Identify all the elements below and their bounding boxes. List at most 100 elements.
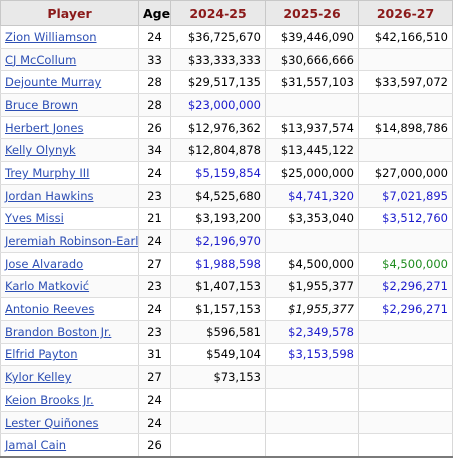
salary-cell — [358, 320, 453, 344]
salary-cell: $4,525,680 — [170, 184, 266, 208]
table-row: Karlo Matković 23 $1,407,153 $1,955,377 $2,2… — [0, 275, 453, 299]
player-link[interactable]: Jordan Hawkins — [5, 188, 94, 203]
salary-cell: $3,353,040 — [265, 207, 359, 231]
salary-cell: $3,193,200 — [170, 207, 266, 231]
age-cell: 28 — [138, 93, 171, 117]
column-header-2026-27[interactable]: 2026-27 — [358, 0, 453, 26]
player-link[interactable]: Elfrid Payton — [5, 347, 78, 362]
salary-cell: $14,898,786 — [358, 116, 453, 140]
age-cell: 26 — [138, 433, 171, 459]
salary-cell: $4,741,320 — [265, 184, 359, 208]
column-header-2025-26[interactable]: 2025-26 — [265, 0, 359, 26]
salary-cell: $73,153 — [170, 365, 266, 389]
salary-cell: $2,296,271 — [358, 297, 453, 321]
player-link[interactable]: CJ McCollum — [5, 52, 77, 67]
salary-cell — [265, 365, 359, 389]
salary-cell — [358, 433, 453, 459]
age-cell: 21 — [138, 207, 171, 231]
salary-cell — [358, 411, 453, 435]
salary-cell — [170, 388, 266, 412]
player-cell: Elfrid Payton — [0, 343, 139, 367]
salary-cell — [358, 343, 453, 367]
player-cell: Brandon Boston Jr. — [0, 320, 139, 344]
salary-cell: $12,976,362 — [170, 116, 266, 140]
player-link[interactable]: Jeremiah Robinson-Earl — [5, 234, 139, 249]
salary-cell: $25,000,000 — [265, 161, 359, 185]
player-cell: Zion Williamson — [0, 25, 139, 49]
salary-cell — [170, 411, 266, 435]
player-link[interactable]: Brandon Boston Jr. — [5, 324, 112, 339]
salary-cell — [265, 433, 359, 459]
salary-cell: $23,000,000 — [170, 93, 266, 117]
player-link[interactable]: Keion Brooks Jr. — [5, 392, 94, 407]
table-row: Antonio Reeves 24 $1,157,153 $1,955,377 $2,2… — [0, 297, 453, 321]
player-cell: Dejounte Murray — [0, 70, 139, 95]
player-cell: Jamal Cain — [0, 433, 139, 459]
age-cell: 27 — [138, 365, 171, 389]
player-link[interactable]: Kylor Kelley — [5, 370, 72, 385]
salary-cell: $2,196,970 — [170, 229, 266, 253]
table-row: Elfrid Payton 31 $549,104 $3,153,598 — [0, 343, 453, 367]
table-row: Jeremiah Robinson-Earl 24 $2,196,970 — [0, 229, 453, 253]
age-cell: 24 — [138, 161, 171, 185]
player-link[interactable]: Antonio Reeves — [5, 302, 95, 317]
column-header-2024-25[interactable]: 2024-25 — [170, 0, 266, 26]
player-link[interactable]: Bruce Brown — [5, 97, 79, 112]
salary-cell: $596,581 — [170, 320, 266, 344]
column-header-player[interactable]: Player — [0, 0, 139, 26]
player-cell: CJ McCollum — [0, 48, 139, 72]
salary-cell — [358, 229, 453, 253]
salary-cell: $39,446,090 — [265, 25, 359, 49]
column-header-age[interactable]: Age — [138, 0, 171, 26]
age-cell: 31 — [138, 343, 171, 367]
player-cell: Jordan Hawkins — [0, 184, 139, 208]
salary-cell — [358, 138, 453, 163]
age-cell: 34 — [138, 138, 171, 163]
salary-cell — [265, 411, 359, 435]
player-link[interactable]: Zion Williamson — [5, 29, 97, 44]
player-link[interactable]: Yves Missi — [5, 211, 64, 226]
player-link[interactable]: Karlo Matković — [5, 279, 90, 294]
player-cell: Jeremiah Robinson-Earl — [0, 229, 139, 253]
player-link[interactable]: Dejounte Murray — [5, 75, 102, 90]
age-cell: 27 — [138, 252, 171, 276]
salary-cell: $4,500,000 — [358, 252, 453, 276]
player-link[interactable]: Jose Alvarado — [5, 256, 84, 271]
table-row: Keion Brooks Jr. 24 — [0, 388, 453, 412]
player-link[interactable]: Jamal Cain — [5, 438, 67, 453]
table-row: Kylor Kelley 27 $73,153 — [0, 365, 453, 389]
salary-cell: $31,557,103 — [265, 70, 359, 95]
player-cell: Karlo Matković — [0, 275, 139, 299]
salary-cell — [265, 229, 359, 253]
age-cell: 24 — [138, 388, 171, 412]
player-link[interactable]: Lester Quiñones — [5, 415, 99, 430]
player-link[interactable]: Herbert Jones — [5, 120, 84, 135]
age-cell: 23 — [138, 320, 171, 344]
table-row: Jamal Cain 26 — [0, 433, 453, 459]
salary-cell: $12,804,878 — [170, 138, 266, 163]
salary-cell — [358, 48, 453, 72]
salary-cell: $29,517,135 — [170, 70, 266, 95]
table-row: Zion Williamson 24 $36,725,670 $39,446,090 $… — [0, 25, 453, 49]
salary-cell: $1,407,153 — [170, 275, 266, 299]
salary-cell: $30,666,666 — [265, 48, 359, 72]
salary-cell: $1,955,377 — [265, 297, 359, 321]
player-cell: Lester Quiñones — [0, 411, 139, 435]
player-cell: Herbert Jones — [0, 116, 139, 140]
salary-cell: $33,597,072 — [358, 70, 453, 95]
age-cell: 24 — [138, 229, 171, 253]
salary-cell: $5,159,854 — [170, 161, 266, 185]
salary-cell — [265, 93, 359, 117]
table-row: Bruce Brown 28 $23,000,000 — [0, 93, 453, 117]
salary-cell: $2,349,578 — [265, 320, 359, 344]
player-link[interactable]: Trey Murphy III — [5, 165, 90, 180]
table-row: Jose Alvarado 27 $1,988,598 $4,500,000 $4,50… — [0, 252, 453, 276]
table-row: Kelly Olynyk 34 $12,804,878 $13,445,122 — [0, 138, 453, 163]
table-row: Jordan Hawkins 23 $4,525,680 $4,741,320 $7,0… — [0, 184, 453, 208]
player-link[interactable]: Kelly Olynyk — [5, 143, 76, 158]
header-row: Player Age 2024-25 2025-26 2026-27 — [0, 0, 453, 26]
salary-cell: $36,725,670 — [170, 25, 266, 49]
table-row: Trey Murphy III 24 $5,159,854 $25,000,000 $2… — [0, 161, 453, 185]
salary-cell: $4,500,000 — [265, 252, 359, 276]
